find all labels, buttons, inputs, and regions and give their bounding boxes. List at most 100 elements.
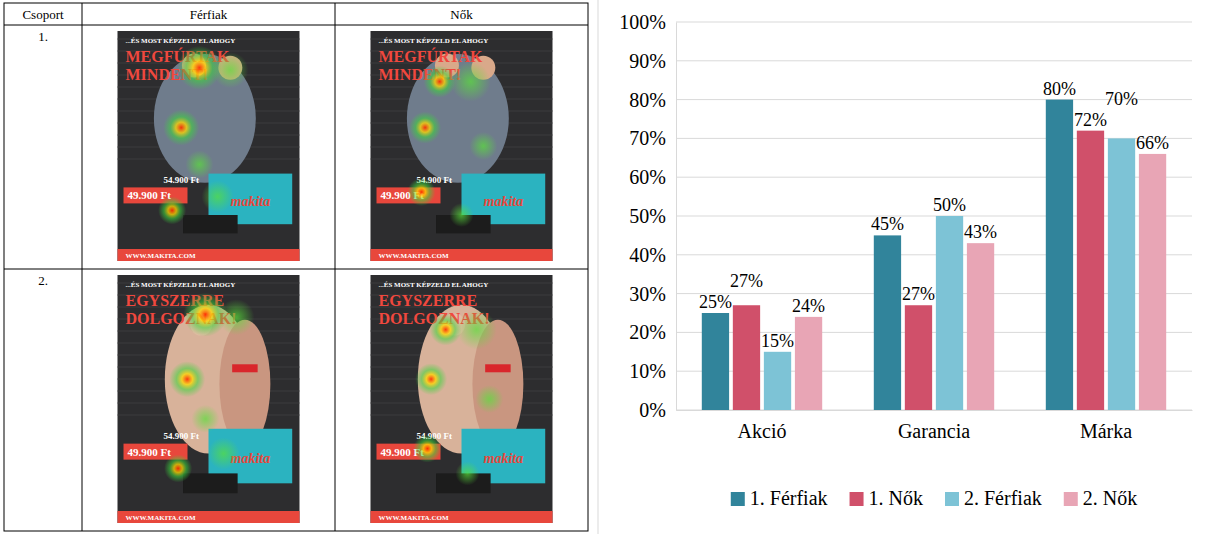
table-col-line: [82, 3, 83, 531]
poster: ...ÉS MOST KÉPZELD EL AHOGYMEGFÚRTAKMIND…: [118, 31, 300, 261]
poster: ...ÉS MOST KÉPZELD EL AHOGYMEGFÚRTAKMIND…: [371, 31, 553, 261]
heatmap-spot: [450, 203, 474, 227]
y-tick-label: 70%: [629, 127, 666, 149]
y-tick: 10%: [629, 360, 676, 382]
heatmap-spot: [158, 196, 186, 224]
poster-url: WWW.MAKITA.COM: [126, 514, 196, 522]
legend-swatch: [1064, 492, 1078, 506]
heatmap-spot: [409, 112, 441, 144]
poster-background: [371, 275, 553, 523]
legend: 1. Férfiak 1. Nők 2. Férfiak 2. Nők: [731, 487, 1137, 509]
poster: ...ÉS MOST KÉPZELD EL AHOGYEGYSZERREDOLG…: [371, 275, 553, 523]
poster-figure: [485, 364, 510, 372]
bar: [1046, 100, 1073, 410]
poster-figure: [232, 364, 257, 372]
y-tick-label: 100%: [619, 11, 666, 33]
x-tick-label: Garancia: [898, 420, 970, 442]
data-label: 50%: [933, 195, 966, 215]
heatmap-spot: [415, 363, 447, 395]
heatmap-spot: [469, 132, 497, 160]
heatmap-spot: [451, 62, 491, 102]
heatmap-spot: [185, 150, 213, 178]
poster-brand: makita: [231, 194, 271, 209]
x-axis-line: [677, 410, 1193, 411]
x-axis: Akció Garancia Márka: [677, 410, 1193, 442]
poster-strip: [118, 511, 300, 523]
grid-line: [676, 22, 1192, 23]
bar-series: [795, 154, 1166, 410]
legend-label: 2. Nők: [1083, 487, 1137, 509]
grid-line: [676, 60, 1192, 61]
y-axis: 0%10%20%30%40%50%60%70%80%90%100%: [619, 11, 676, 421]
poster-tagline: ...ÉS MOST KÉPZELD EL AHOGY: [126, 281, 236, 289]
bar: [1108, 138, 1135, 410]
bar: [795, 317, 822, 410]
data-label: 27%: [730, 271, 763, 291]
table-row-line: [4, 269, 588, 270]
y-tick: 80%: [629, 89, 676, 111]
heatmap-spot: [456, 461, 480, 485]
y-tick: 20%: [629, 321, 676, 343]
table-group: 2.: [38, 273, 48, 288]
y-tick: 0%: [639, 399, 676, 421]
chart: 0%10%20%30%40%50%60%70%80%90%100%AkcióGa…: [619, 11, 1192, 509]
heatmap-spot: [457, 310, 497, 350]
y-tick-label: 40%: [629, 244, 666, 266]
data-label: 24%: [792, 296, 825, 316]
y-axis-line: [676, 23, 677, 411]
x-tick-label: Akció: [738, 420, 787, 442]
heatmap-spot: [164, 454, 192, 482]
bar-series: [702, 100, 1073, 410]
y-tick-label: 60%: [629, 166, 666, 188]
y-tick: 70%: [629, 127, 676, 149]
table-header: Férfiak: [190, 7, 228, 22]
legend-label: 2. Férfiak: [964, 487, 1042, 509]
poster-background: [118, 275, 300, 523]
data-label: 72%: [1074, 110, 1107, 130]
y-tick: 50%: [629, 205, 676, 227]
heatmap-spot: [169, 361, 205, 397]
heatmap-spot: [212, 52, 248, 88]
bar: [936, 216, 963, 410]
poster-tagline: ...ÉS MOST KÉPZELD EL AHOGY: [126, 37, 236, 45]
bars: [702, 100, 1166, 410]
poster-charger: [183, 215, 238, 233]
y-tick: 90%: [629, 50, 676, 72]
table-group: 1.: [38, 29, 48, 44]
heatmap-spot: [208, 438, 240, 470]
data-label: 45%: [871, 214, 904, 234]
poster-brand: makita: [484, 451, 524, 466]
poster-price: 49.900 Ft: [128, 446, 172, 458]
heatmap-spot: [163, 110, 199, 146]
legend-swatch: [850, 492, 864, 506]
poster-headline: EGYSZERRE: [379, 292, 478, 309]
poster-strip: [371, 249, 553, 261]
table: Csoport Férfiak Nők 1. ...ÉS MOST KÉPZELD EL…: [4, 3, 588, 531]
y-tick-label: 20%: [629, 321, 666, 343]
legend-item: 1. Nők: [850, 487, 923, 509]
poster-old-price: 54.900 Ft: [164, 431, 200, 441]
legend-item: 1. Férfiak: [731, 487, 828, 509]
data-label: 27%: [902, 284, 935, 304]
legend-swatch: [731, 492, 745, 506]
data-label: 70%: [1105, 89, 1138, 109]
panel-separator: [598, 0, 599, 534]
table-header: Csoport: [22, 7, 64, 22]
x-tick: Márka: [1080, 410, 1132, 442]
y-tick-label: 90%: [629, 50, 666, 72]
poster: ...ÉS MOST KÉPZELD EL AHOGYEGYSZERREDOLG…: [118, 275, 300, 523]
bar: [733, 305, 760, 410]
heatmap-spot: [218, 299, 254, 335]
x-tick-label: Márka: [1080, 420, 1132, 442]
poster-background: [371, 31, 553, 261]
bar: [967, 243, 994, 410]
legend-item: 2. Nők: [1064, 487, 1137, 509]
poster-url: WWW.MAKITA.COM: [379, 514, 449, 522]
bar: [905, 305, 932, 410]
page-root: Csoport Férfiak Nők 1. ...ÉS MOST KÉPZELD EL…: [0, 0, 1206, 534]
data-label: 80%: [1043, 79, 1076, 99]
bar-series: [764, 138, 1135, 410]
table-header: Nők: [450, 7, 473, 22]
heatmap-spot: [202, 181, 234, 213]
data-label: 43%: [964, 222, 997, 242]
